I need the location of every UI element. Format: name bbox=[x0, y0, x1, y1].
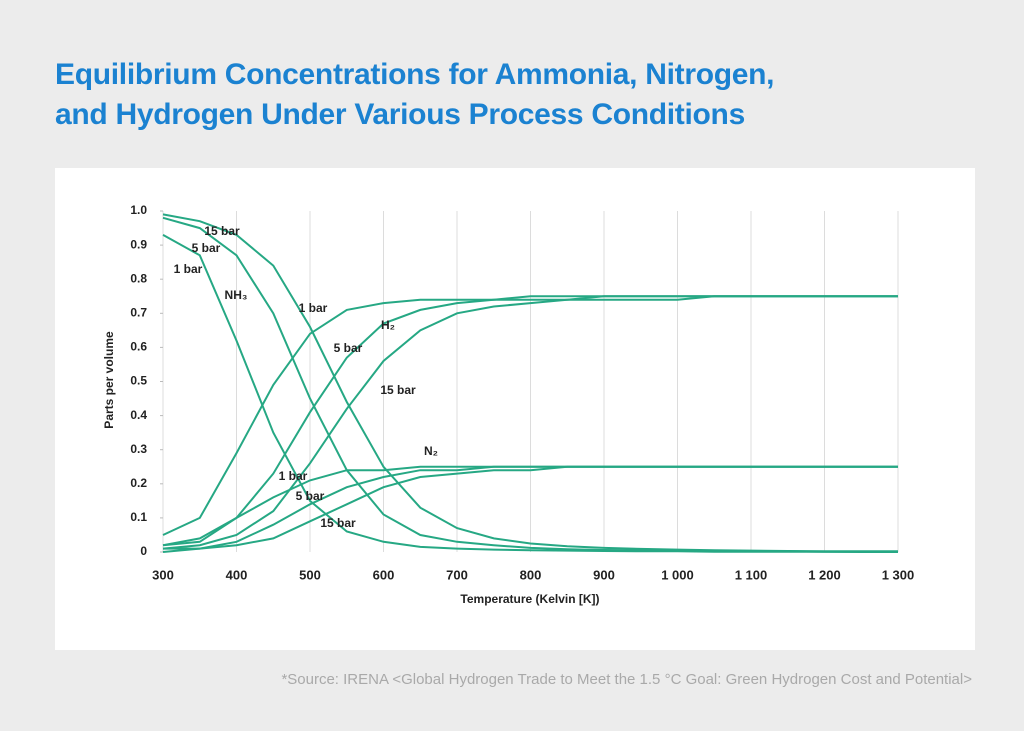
series-line bbox=[162, 295, 898, 550]
x-tick-label: 400 bbox=[226, 567, 248, 582]
annotation: 5 bar bbox=[192, 241, 221, 255]
annotation: 15 bar bbox=[204, 224, 240, 238]
x-tick-label: 600 bbox=[373, 567, 395, 582]
annotation: 1 bar bbox=[299, 301, 328, 315]
y-tick-label: 0.6 bbox=[130, 340, 147, 354]
annotation: NH₃ bbox=[225, 288, 248, 302]
source-note: *Source: IRENA <Global Hydrogen Trade to… bbox=[281, 671, 972, 688]
y-tick-label: 0.3 bbox=[130, 442, 147, 456]
x-tick-label: 800 bbox=[520, 567, 542, 582]
x-axis-label: Temperature (Kelvin [K]) bbox=[460, 592, 599, 606]
y-tick-label: 1.0 bbox=[130, 203, 147, 217]
y-tick-label: 0.9 bbox=[130, 237, 147, 251]
y-tick-label: 0.2 bbox=[130, 476, 147, 490]
y-tick-label: 0 bbox=[140, 544, 147, 558]
x-tick-label: 500 bbox=[299, 567, 321, 582]
x-tick-label: 1 100 bbox=[735, 567, 768, 582]
annotation: N₂ bbox=[424, 444, 438, 458]
annotation: H₂ bbox=[381, 318, 395, 332]
annotation: 5 bar bbox=[334, 341, 363, 355]
annotation: 1 bar bbox=[279, 469, 308, 483]
chart-title: and Hydrogen Under Various Process Condi… bbox=[55, 98, 745, 131]
chart-title: Equilibrium Concentrations for Ammonia, … bbox=[55, 58, 775, 91]
series-line bbox=[162, 213, 898, 553]
annotation: 5 bar bbox=[296, 489, 325, 503]
y-axis-label: Parts per volume bbox=[102, 331, 116, 429]
y-tick-label: 0.7 bbox=[130, 305, 147, 319]
y-tick-label: 0.8 bbox=[130, 271, 147, 285]
chart-card bbox=[55, 168, 975, 650]
series-line bbox=[162, 465, 898, 553]
y-tick-label: 0.1 bbox=[130, 510, 147, 524]
x-tick-label: 1 000 bbox=[661, 567, 694, 582]
x-tick-label: 1 200 bbox=[808, 567, 841, 582]
y-tick-label: 0.5 bbox=[130, 374, 147, 388]
x-tick-label: 900 bbox=[593, 567, 615, 582]
annotation: 15 bar bbox=[380, 383, 416, 397]
annotation: 15 bar bbox=[320, 516, 356, 530]
x-tick-label: 1 300 bbox=[882, 567, 915, 582]
x-tick-label: 700 bbox=[446, 567, 468, 582]
annotation: 1 bar bbox=[174, 262, 203, 276]
x-tick-label: 300 bbox=[152, 567, 174, 582]
y-tick-label: 0.4 bbox=[130, 408, 147, 422]
